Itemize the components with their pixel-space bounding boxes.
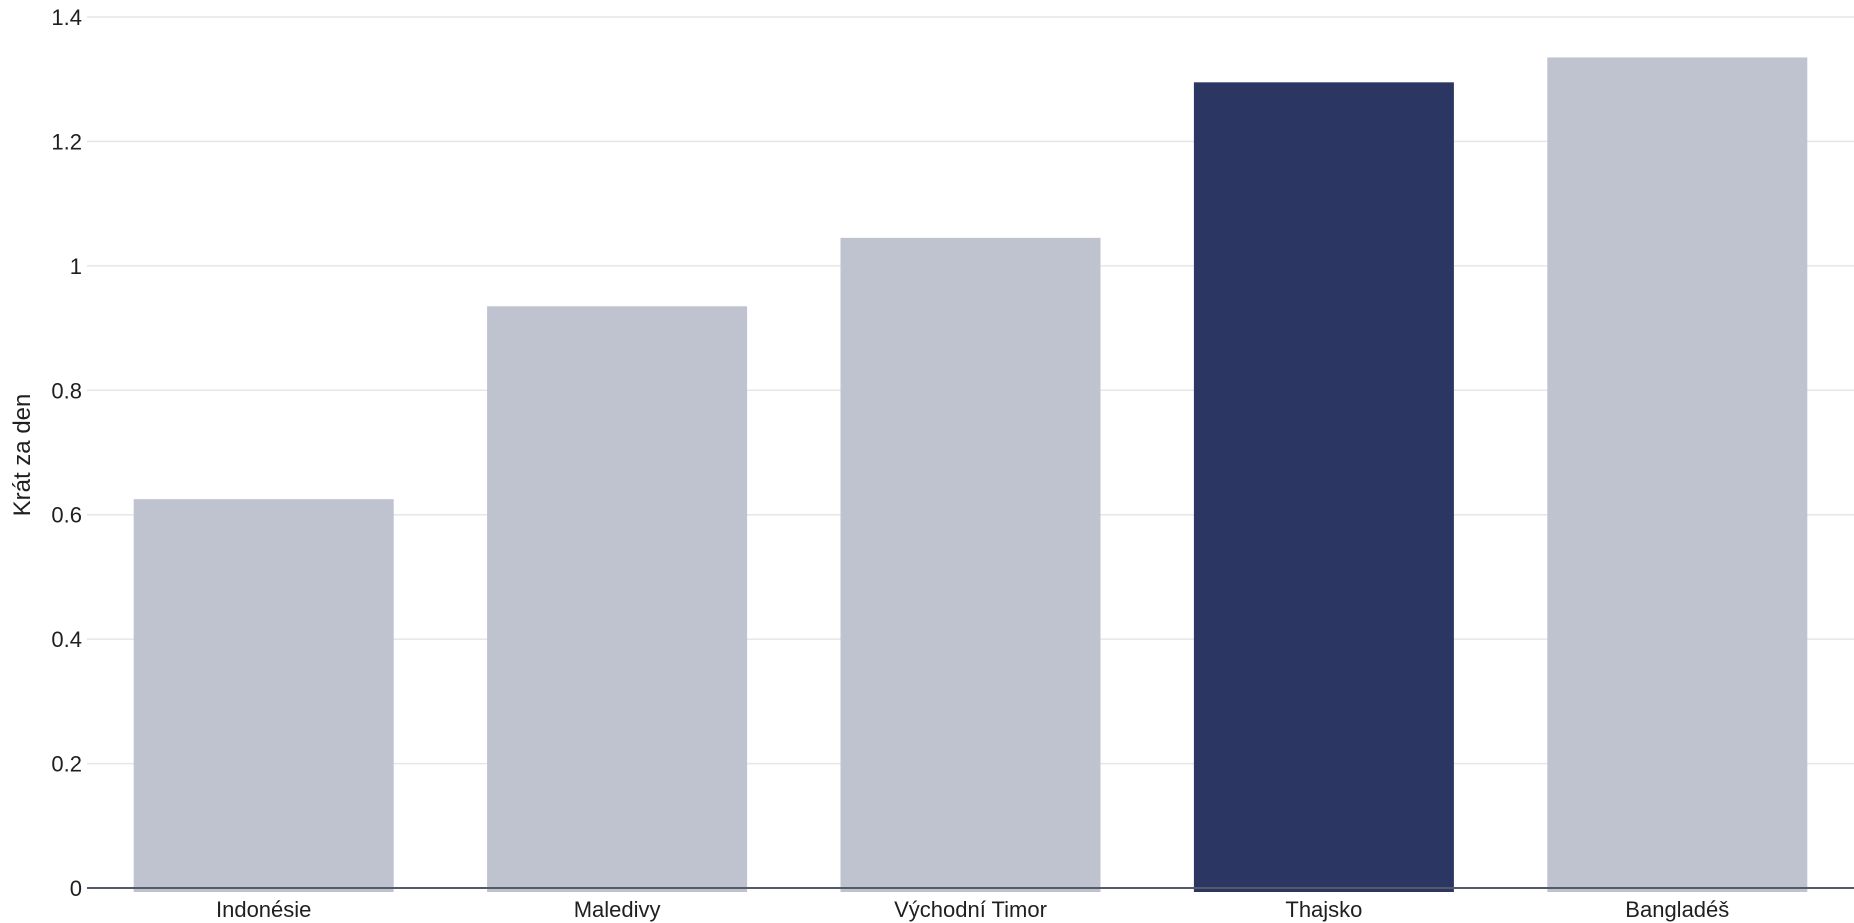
y-tick-label: 0.2: [51, 752, 82, 777]
y-tick-label: 0: [70, 876, 82, 901]
axis-layer: Krát za den 0 0.2 0.4 0.6 0.8 1 1.2 1.4 Indonési…: [9, 5, 1854, 922]
y-tick-label: 1: [70, 254, 82, 279]
y-tick-label: 1.4: [51, 5, 82, 30]
y-axis-title: Krát za den: [9, 394, 36, 517]
x-tick-label: Východní Timor: [894, 897, 1047, 922]
bar-4: [1547, 57, 1808, 893]
x-tick-label: Bangladéš: [1625, 897, 1729, 922]
x-tick-label: Indonésie: [216, 897, 311, 922]
y-tick-label: 0.6: [51, 503, 82, 528]
bar-1: [487, 306, 748, 893]
x-tick-label: Thajsko: [1285, 897, 1362, 922]
bar-layer: [133, 57, 1808, 893]
bar-0: [133, 499, 394, 892]
y-tick-label: 0.8: [51, 378, 82, 403]
x-tick-label: Maledivy: [574, 897, 661, 922]
bar-2: [840, 237, 1101, 892]
y-tick-label: 0.4: [51, 627, 82, 652]
bar-3: [1193, 82, 1454, 892]
y-tick-label: 1.2: [51, 129, 82, 154]
